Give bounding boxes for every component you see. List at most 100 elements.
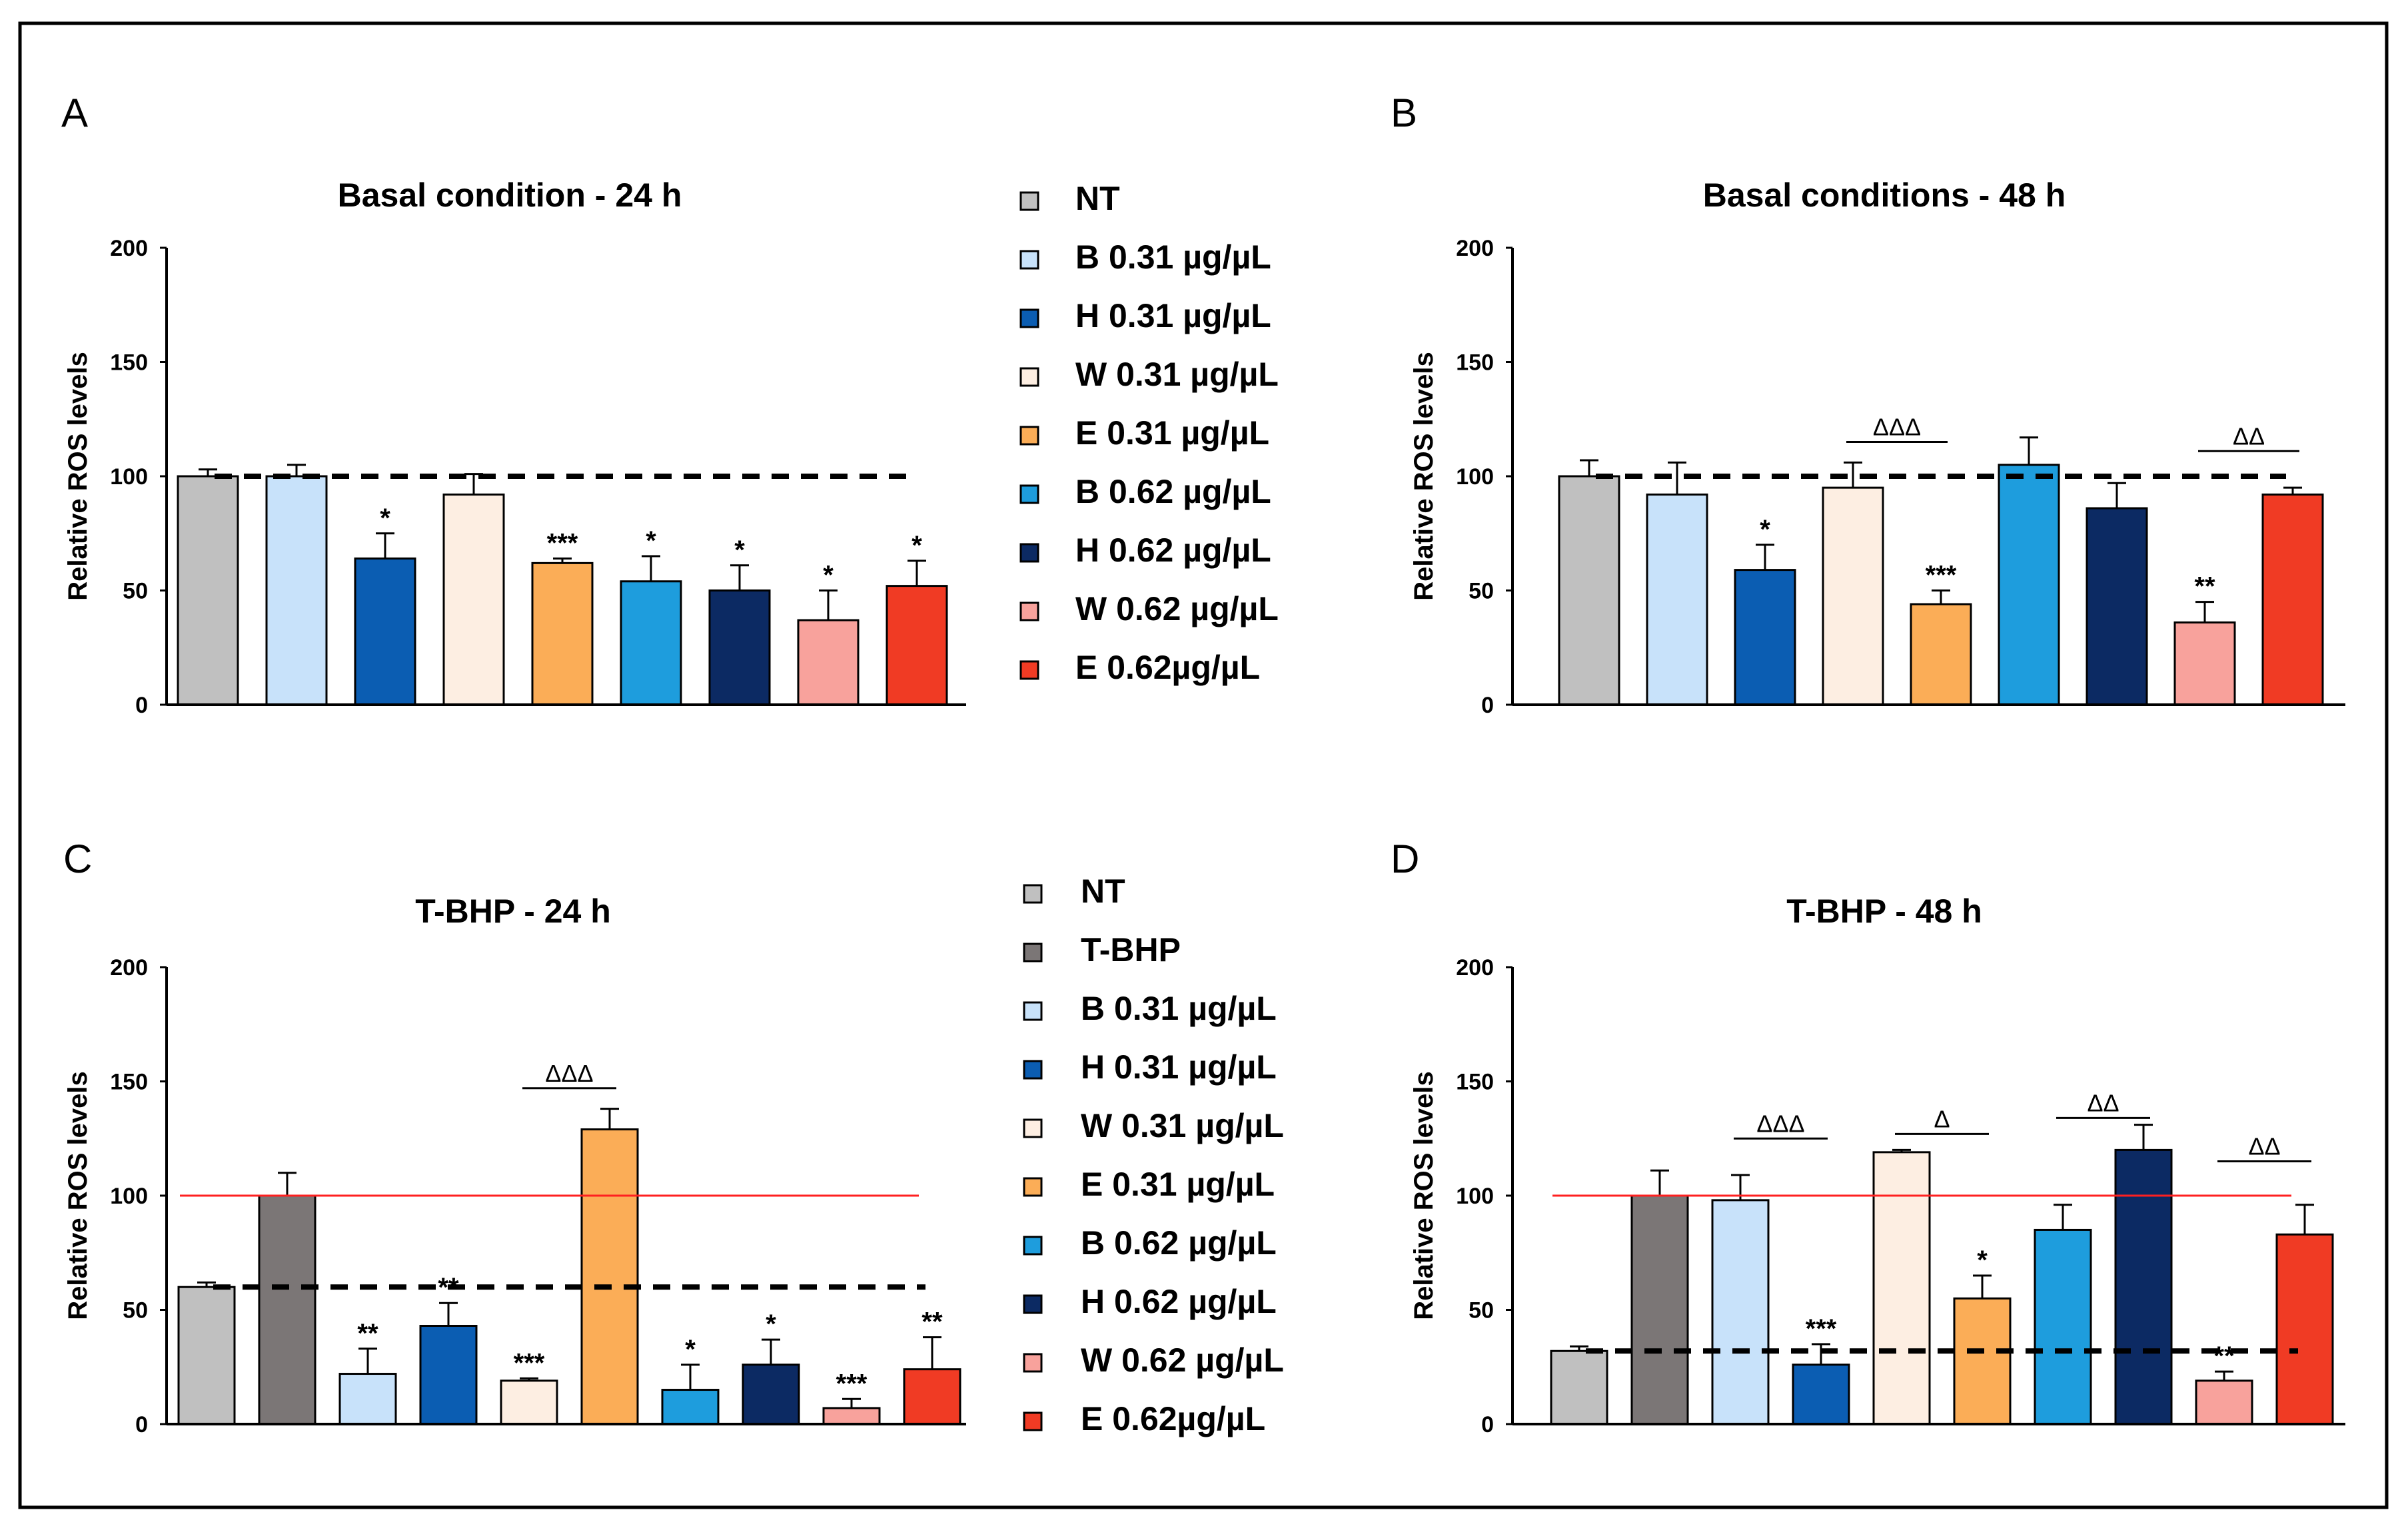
significance-label: * — [646, 526, 656, 556]
bar — [2034, 1228, 2092, 1425]
bar — [1630, 1194, 1689, 1425]
bar — [419, 1325, 478, 1425]
bar — [354, 557, 416, 706]
significance-label: * — [766, 1310, 776, 1339]
bar — [177, 1286, 236, 1425]
legend-label: T-BHP — [1081, 931, 1181, 968]
bar — [500, 1379, 558, 1425]
legend-label: E 0.62µg/µL — [1081, 1400, 1265, 1437]
legend-swatch — [1019, 601, 1039, 621]
y-tick-label: 50 — [1469, 1298, 1494, 1324]
bar — [2086, 507, 2148, 706]
y-tick-label: 200 — [110, 236, 148, 261]
y-tick-label: 50 — [123, 579, 148, 604]
legend-label: E 0.31 µg/µL — [1075, 414, 1269, 452]
bar — [2173, 621, 2236, 706]
y-tick-label: 100 — [1456, 464, 1494, 490]
comparison-label: ΔΔΔ — [1756, 1110, 1804, 1137]
legend-label: H 0.62 µg/µL — [1075, 532, 1271, 569]
legend-swatch — [1023, 1411, 1043, 1431]
bar — [903, 1368, 961, 1425]
significance-label: * — [823, 561, 834, 590]
bar — [1998, 464, 2060, 706]
legend-label: B 0.31 µg/µL — [1075, 238, 1271, 276]
panel-letter: B — [1391, 91, 1417, 135]
comparison-label: ΔΔ — [2248, 1133, 2280, 1160]
legend-swatch — [1019, 660, 1039, 680]
legend-label: E 0.31 µg/µL — [1081, 1166, 1275, 1203]
bar — [1822, 486, 1884, 706]
significance-label: * — [380, 504, 390, 533]
significance-label: * — [911, 531, 922, 560]
bar — [1734, 569, 1796, 706]
chart-title: T-BHP - 48 h — [1786, 893, 1982, 930]
y-tick-label: 0 — [1481, 693, 1494, 718]
bar — [1646, 493, 1708, 706]
panel-d: D T-BHP - 48 h 0 50 100 150 200 Relative ROS … — [1391, 837, 2345, 1437]
bar — [177, 475, 239, 706]
legend-swatch — [1023, 1118, 1043, 1138]
significance-label: * — [685, 1335, 696, 1364]
bar — [822, 1407, 881, 1425]
comparison-label: ΔΔ — [2233, 422, 2265, 450]
bar — [531, 562, 594, 706]
y-tick-label: 150 — [1456, 1070, 1494, 1095]
significance-label: ** — [357, 1319, 378, 1348]
bar — [1910, 603, 1972, 706]
significance-label: *** — [514, 1348, 545, 1377]
legend-label: NT — [1075, 180, 1120, 217]
y-tick-label: 150 — [110, 1070, 148, 1095]
y-tick-label: 200 — [1456, 236, 1494, 261]
bar — [338, 1373, 397, 1425]
bar — [2261, 493, 2324, 706]
legend-swatch — [1023, 1001, 1043, 1021]
y-axis-label: Relative ROS levels — [63, 352, 93, 601]
legend-swatch — [1023, 1353, 1043, 1373]
y-tick-label: 150 — [110, 350, 148, 376]
y-axis-label: Relative ROS levels — [1409, 1071, 1439, 1320]
legend-swatch — [1023, 1294, 1043, 1314]
comparison-label: ΔΔΔ — [545, 1060, 593, 1087]
legend-swatch — [1019, 308, 1039, 328]
panel-a: A Basal condition - 24 h 0 50 100 150 200 Rel… — [61, 91, 966, 718]
y-tick-label: 200 — [110, 955, 148, 980]
significance-label: *** — [836, 1369, 868, 1398]
figure-border — [18, 21, 2389, 1509]
panel-letter: C — [63, 837, 92, 881]
legend-bottom: NT T-BHP B 0.31 µg/µL H 0.31 µg/µL W 0.31 µg… — [1023, 873, 1284, 1437]
significance-label: * — [1760, 515, 1770, 544]
significance-label: * — [734, 536, 745, 565]
bar — [580, 1128, 639, 1425]
panel-letter: A — [61, 91, 88, 135]
comparison-label: ΔΔ — [2087, 1089, 2119, 1116]
significance-label: *** — [1926, 561, 1957, 590]
bar — [1558, 475, 1620, 706]
bar — [442, 493, 505, 706]
legend-label: B 0.62 µg/µL — [1075, 473, 1271, 510]
y-axis-label: Relative ROS levels — [63, 1071, 93, 1320]
y-tick-label: 0 — [1481, 1412, 1494, 1437]
comparison-label: Δ — [1934, 1105, 1950, 1132]
y-tick-label: 100 — [1456, 1184, 1494, 1209]
legend-label: W 0.31 µg/µL — [1081, 1107, 1284, 1144]
bar — [886, 585, 948, 706]
legend-label: W 0.62 µg/µL — [1081, 1341, 1284, 1379]
comparison-label: ΔΔΔ — [1873, 414, 1921, 441]
chart-title: Basal conditions - 48 h — [1703, 177, 2066, 214]
legend-swatch — [1019, 543, 1039, 563]
bar — [2195, 1379, 2253, 1425]
bar — [2275, 1233, 2334, 1425]
chart-title: Basal condition - 24 h — [338, 177, 682, 214]
legend-label: H 0.62 µg/µL — [1081, 1283, 1277, 1320]
chart-title: T-BHP - 24 h — [415, 893, 611, 930]
legend-label: H 0.31 µg/µL — [1081, 1048, 1277, 1086]
bar — [742, 1363, 800, 1425]
panel-c: C T-BHP - 24 h 0 50 100 150 200 Relative ROS … — [63, 837, 966, 1437]
y-tick-label: 0 — [135, 693, 148, 718]
legend-label: E 0.62µg/µL — [1075, 649, 1260, 686]
y-tick-label: 200 — [1456, 955, 1494, 980]
legend-label: B 0.31 µg/µL — [1081, 990, 1277, 1027]
